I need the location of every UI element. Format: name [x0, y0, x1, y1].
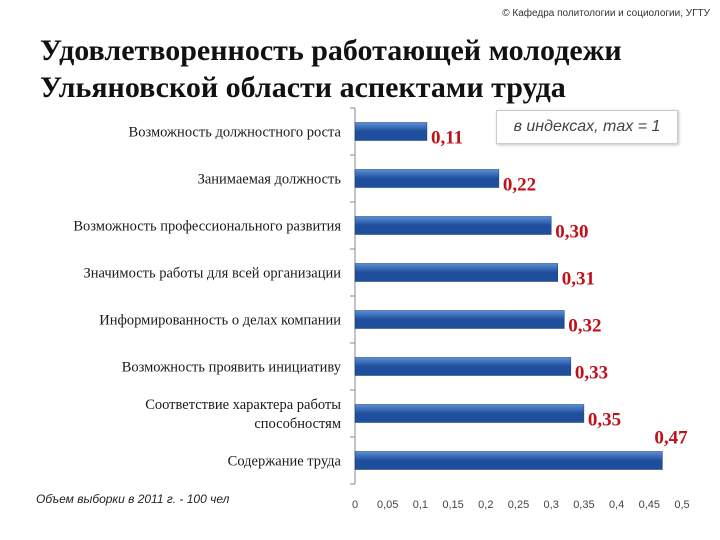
- x-tick-label: 0,45: [639, 499, 660, 511]
- category-label: Возможность проявить инициативу: [122, 360, 342, 376]
- bar: [354, 216, 552, 235]
- bar: [354, 357, 572, 376]
- value-label: 0,31: [562, 269, 595, 290]
- bar: [354, 404, 585, 423]
- value-label: 0,32: [568, 316, 601, 337]
- value-label: 0,30: [555, 222, 588, 243]
- value-label: 0,47: [654, 428, 688, 449]
- bar: [354, 169, 500, 188]
- title-line-1: Удовлетворенность работающей молодежи: [40, 34, 622, 67]
- tick-labels: 0 0,05 0,1 0,15 0,2 0,25 0,3 0,35 0,4 0,45 0,5: [352, 499, 690, 511]
- category-label: Возможность профессионального развития: [73, 219, 341, 235]
- x-tick-label: 0,5: [674, 499, 689, 511]
- bar: [354, 310, 565, 329]
- x-tick-label: 0: [352, 499, 358, 511]
- x-tick-label: 0,25: [508, 499, 529, 511]
- category-labels: Возможность должностного роста Занимаемая…: [73, 125, 341, 470]
- title-line-2: Ульяновской области аспектами труда: [40, 71, 566, 104]
- value-labels: 0,11 0,22 0,30 0,31 0,32 0,33 0,35 0,47: [431, 128, 688, 449]
- x-tick-label: 0,15: [442, 499, 463, 511]
- x-tick-label: 0,2: [478, 499, 493, 511]
- category-label: способностям: [254, 416, 341, 432]
- bar: [354, 451, 663, 470]
- category-label: Информированность о делах компании: [99, 313, 341, 329]
- units-note: в индексах, max = 1: [496, 110, 678, 144]
- x-tick-label: 0,4: [609, 499, 624, 511]
- sample-footnote: Объем выборки в 2011 г. - 100 чел: [36, 492, 230, 506]
- bar: [354, 122, 428, 141]
- category-label: Соответствие характера работы: [145, 397, 341, 413]
- chart-bars: [354, 122, 663, 470]
- chart-axes: [350, 107, 356, 485]
- x-tick-label: 0,3: [544, 499, 559, 511]
- value-label: 0,35: [588, 410, 621, 431]
- category-label: Значимость работы для всей организации: [83, 266, 341, 282]
- bar: [354, 263, 558, 282]
- value-label: 0,33: [575, 363, 608, 384]
- category-label: Содержание труда: [228, 454, 342, 470]
- x-tick-label: 0,35: [573, 499, 594, 511]
- value-label: 0,22: [503, 175, 536, 196]
- category-label: Занимаемая должность: [198, 172, 342, 188]
- x-tick-label: 0,1: [413, 499, 428, 511]
- copyright-text: © Кафедра политологии и социологии, УГТУ: [502, 8, 710, 19]
- value-label: 0,11: [431, 128, 463, 149]
- category-label: Возможность должностного роста: [129, 125, 342, 141]
- x-tick-label: 0,05: [377, 499, 398, 511]
- page-title: Удовлетворенность работающей молодежи Ул…: [40, 32, 710, 106]
